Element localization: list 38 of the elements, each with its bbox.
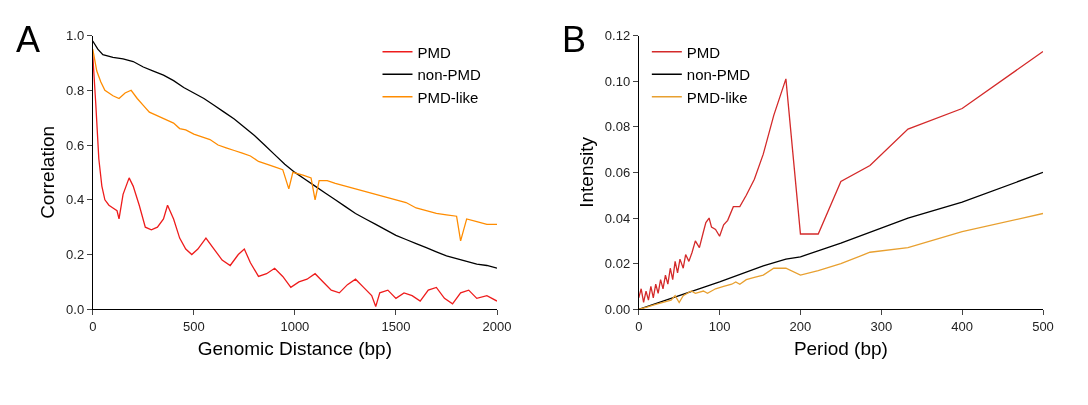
chart-title: A — [16, 19, 41, 60]
chart-title: B — [562, 19, 587, 60]
legend-label: PMD — [686, 43, 721, 61]
x-tick-label: 500 — [1032, 318, 1054, 334]
x-tick-label: 2000 — [482, 318, 512, 334]
y-tick-label: 0.2 — [66, 247, 85, 263]
y-tick-label: 0.12 — [604, 28, 631, 44]
legend-label: non-PMD — [417, 66, 482, 84]
y-tick-label: 0.02 — [604, 256, 631, 272]
x-tick-label: 200 — [789, 318, 812, 334]
legend-label: PMD — [417, 43, 451, 61]
legend-label: PMD-like — [417, 88, 479, 106]
y-tick-label: 0.04 — [604, 210, 631, 226]
x-tick-label: 0 — [89, 318, 97, 334]
x-tick-label: 1500 — [381, 318, 411, 334]
y-axis-title: Intensity — [575, 136, 597, 208]
x-axis-title: Period (bp) — [793, 337, 888, 359]
x-axis-title: Genomic Distance (bp) — [197, 337, 393, 359]
x-tick-label: 0 — [635, 318, 643, 334]
line-series — [92, 48, 497, 242]
y-tick-label: 0.08 — [604, 119, 631, 135]
y-axis-title: Correlation — [36, 125, 58, 219]
y-tick-label: 1.0 — [66, 28, 85, 44]
y-tick-label: 0.6 — [66, 137, 85, 153]
x-tick-label: 500 — [182, 318, 205, 334]
y-tick-label: 0.06 — [604, 164, 631, 180]
legend-label: non-PMD — [686, 66, 751, 84]
y-tick-label: 0.0 — [66, 301, 85, 317]
line-series — [638, 50, 1043, 304]
x-tick-label: 300 — [870, 318, 893, 334]
x-tick-label: 1000 — [280, 318, 310, 334]
y-tick-label: 0.4 — [66, 192, 85, 208]
y-tick-label: 0.00 — [604, 301, 631, 317]
y-tick-label: 0.8 — [66, 82, 85, 98]
x-tick-label: 100 — [708, 318, 731, 334]
y-tick-label: 0.10 — [604, 73, 631, 89]
x-tick-label: 400 — [951, 318, 973, 334]
legend-label: PMD-like — [686, 88, 748, 106]
